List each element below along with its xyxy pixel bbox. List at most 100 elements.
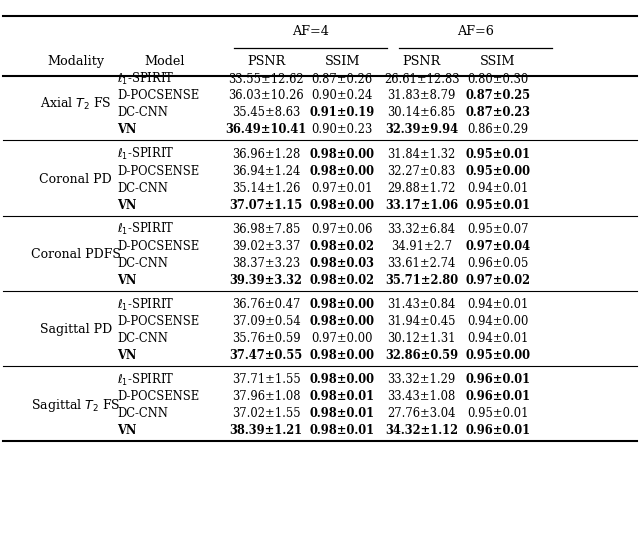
Text: 0.98±0.01: 0.98±0.01 bbox=[310, 407, 375, 420]
Text: $\ell_1$-SPIRIT: $\ell_1$-SPIRIT bbox=[117, 146, 174, 162]
Text: $\ell_1$-SPIRIT: $\ell_1$-SPIRIT bbox=[117, 372, 174, 388]
Text: D-POCSENSE: D-POCSENSE bbox=[117, 390, 199, 403]
Text: SSIM: SSIM bbox=[324, 55, 360, 68]
Text: D-POCSENSE: D-POCSENSE bbox=[117, 315, 199, 328]
Text: 31.84±1.32: 31.84±1.32 bbox=[387, 148, 456, 160]
Text: Model: Model bbox=[144, 55, 185, 68]
Text: 0.98±0.00: 0.98±0.00 bbox=[310, 298, 374, 311]
Text: $\ell_1$-SPIRIT: $\ell_1$-SPIRIT bbox=[117, 71, 174, 87]
Text: 0.95±0.01: 0.95±0.01 bbox=[465, 198, 530, 211]
Text: DC-CNN: DC-CNN bbox=[117, 332, 168, 345]
Text: $\ell_1$-SPIRIT: $\ell_1$-SPIRIT bbox=[117, 221, 174, 238]
Text: 0.87±0.25: 0.87±0.25 bbox=[465, 89, 530, 103]
Text: 0.97±0.00: 0.97±0.00 bbox=[312, 332, 373, 345]
Text: VN: VN bbox=[117, 124, 136, 136]
Text: VN: VN bbox=[117, 349, 136, 362]
Text: 0.98±0.03: 0.98±0.03 bbox=[310, 257, 374, 270]
Text: VN: VN bbox=[117, 198, 136, 211]
Text: 0.98±0.00: 0.98±0.00 bbox=[310, 198, 374, 211]
Text: 37.02±1.55: 37.02±1.55 bbox=[232, 407, 300, 420]
Text: 0.98±0.00: 0.98±0.00 bbox=[310, 315, 374, 328]
Text: D-POCSENSE: D-POCSENSE bbox=[117, 165, 199, 178]
Text: 0.95±0.00: 0.95±0.00 bbox=[465, 349, 530, 362]
Text: 35.71±2.80: 35.71±2.80 bbox=[385, 274, 458, 287]
Text: 33.61±2.74: 33.61±2.74 bbox=[387, 257, 456, 270]
Text: 0.98±0.02: 0.98±0.02 bbox=[310, 274, 374, 287]
Text: 0.90±0.23: 0.90±0.23 bbox=[312, 124, 373, 136]
Text: 31.83±8.79: 31.83±8.79 bbox=[387, 89, 456, 103]
Text: 0.95±0.01: 0.95±0.01 bbox=[467, 407, 529, 420]
Text: 0.87±0.26: 0.87±0.26 bbox=[312, 73, 372, 86]
Text: Coronal PD: Coronal PD bbox=[40, 173, 112, 186]
Text: 38.39±1.21: 38.39±1.21 bbox=[230, 424, 303, 437]
Text: 0.91±0.19: 0.91±0.19 bbox=[310, 106, 375, 119]
Text: 26.61±12.83: 26.61±12.83 bbox=[384, 73, 460, 86]
Text: 31.43±0.84: 31.43±0.84 bbox=[387, 298, 456, 311]
Text: 37.71±1.55: 37.71±1.55 bbox=[232, 373, 300, 386]
Text: 36.49±10.41: 36.49±10.41 bbox=[225, 124, 307, 136]
Text: 30.14±6.85: 30.14±6.85 bbox=[387, 106, 456, 119]
Text: 38.37±3.23: 38.37±3.23 bbox=[232, 257, 300, 270]
Text: 33.32±6.84: 33.32±6.84 bbox=[387, 223, 456, 236]
Text: 0.98±0.01: 0.98±0.01 bbox=[310, 424, 375, 437]
Text: 34.91±2.7: 34.91±2.7 bbox=[391, 240, 452, 253]
Text: Sagittal PD: Sagittal PD bbox=[40, 324, 112, 337]
Text: 36.98±7.85: 36.98±7.85 bbox=[232, 223, 300, 236]
Text: AF=4: AF=4 bbox=[292, 25, 329, 39]
Text: $\ell_1$-SPIRIT: $\ell_1$-SPIRIT bbox=[117, 296, 174, 312]
Text: 0.95±0.00: 0.95±0.00 bbox=[465, 165, 530, 178]
Text: 32.27±0.83: 32.27±0.83 bbox=[387, 165, 456, 178]
Text: 27.76±3.04: 27.76±3.04 bbox=[387, 407, 456, 420]
Text: SSIM: SSIM bbox=[480, 55, 515, 68]
Text: 0.96±0.01: 0.96±0.01 bbox=[465, 424, 530, 437]
Text: 0.97±0.02: 0.97±0.02 bbox=[465, 274, 530, 287]
Text: VN: VN bbox=[117, 274, 136, 287]
Text: 0.98±0.00: 0.98±0.00 bbox=[310, 349, 374, 362]
Text: 37.47±0.55: 37.47±0.55 bbox=[230, 349, 303, 362]
Text: 0.98±0.00: 0.98±0.00 bbox=[310, 148, 374, 160]
Text: DC-CNN: DC-CNN bbox=[117, 407, 168, 420]
Text: DC-CNN: DC-CNN bbox=[117, 106, 168, 119]
Text: 0.94±0.01: 0.94±0.01 bbox=[467, 298, 529, 311]
Text: AF=6: AF=6 bbox=[457, 25, 494, 39]
Text: 0.95±0.07: 0.95±0.07 bbox=[467, 223, 529, 236]
Text: 36.96±1.28: 36.96±1.28 bbox=[232, 148, 300, 160]
Text: 0.98±0.02: 0.98±0.02 bbox=[310, 240, 374, 253]
Text: Sagittal $T_2$ FS: Sagittal $T_2$ FS bbox=[31, 396, 120, 414]
Text: 36.94±1.24: 36.94±1.24 bbox=[232, 165, 300, 178]
Text: 35.14±1.26: 35.14±1.26 bbox=[232, 181, 300, 195]
Text: 0.96±0.01: 0.96±0.01 bbox=[465, 390, 530, 403]
Text: Modality: Modality bbox=[47, 55, 104, 68]
Text: 0.98±0.00: 0.98±0.00 bbox=[310, 165, 374, 178]
Text: 0.97±0.06: 0.97±0.06 bbox=[312, 223, 373, 236]
Text: 0.90±0.24: 0.90±0.24 bbox=[312, 89, 373, 103]
Text: 0.96±0.05: 0.96±0.05 bbox=[467, 257, 529, 270]
Text: 37.07±1.15: 37.07±1.15 bbox=[230, 198, 303, 211]
Text: PSNR: PSNR bbox=[403, 55, 440, 68]
Text: 37.96±1.08: 37.96±1.08 bbox=[232, 390, 300, 403]
Text: 33.32±1.29: 33.32±1.29 bbox=[387, 373, 456, 386]
Text: 0.98±0.00: 0.98±0.00 bbox=[310, 373, 374, 386]
Text: 0.97±0.04: 0.97±0.04 bbox=[465, 240, 530, 253]
Text: 39.02±3.37: 39.02±3.37 bbox=[232, 240, 300, 253]
Text: Coronal PDFS: Coronal PDFS bbox=[31, 248, 121, 261]
Text: 39.39±3.32: 39.39±3.32 bbox=[230, 274, 303, 287]
Text: 37.09±0.54: 37.09±0.54 bbox=[232, 315, 300, 328]
Text: VN: VN bbox=[117, 424, 136, 437]
Text: 33.55±12.62: 33.55±12.62 bbox=[228, 73, 304, 86]
Text: 0.87±0.23: 0.87±0.23 bbox=[465, 106, 530, 119]
Text: 30.12±1.31: 30.12±1.31 bbox=[387, 332, 456, 345]
Text: 33.43±1.08: 33.43±1.08 bbox=[387, 390, 456, 403]
Text: 0.94±0.01: 0.94±0.01 bbox=[467, 332, 529, 345]
Text: 31.94±0.45: 31.94±0.45 bbox=[387, 315, 456, 328]
Text: Axial $T_2$ FS: Axial $T_2$ FS bbox=[40, 96, 111, 112]
Text: DC-CNN: DC-CNN bbox=[117, 257, 168, 270]
Text: 34.32±1.12: 34.32±1.12 bbox=[385, 424, 458, 437]
Text: 36.03±10.26: 36.03±10.26 bbox=[228, 89, 304, 103]
Text: 0.97±0.01: 0.97±0.01 bbox=[312, 181, 373, 195]
Text: 29.88±1.72: 29.88±1.72 bbox=[387, 181, 456, 195]
Text: D-POCSENSE: D-POCSENSE bbox=[117, 89, 199, 103]
Text: 32.86±0.59: 32.86±0.59 bbox=[385, 349, 458, 362]
Text: 0.98±0.01: 0.98±0.01 bbox=[310, 390, 375, 403]
Text: D-POCSENSE: D-POCSENSE bbox=[117, 240, 199, 253]
